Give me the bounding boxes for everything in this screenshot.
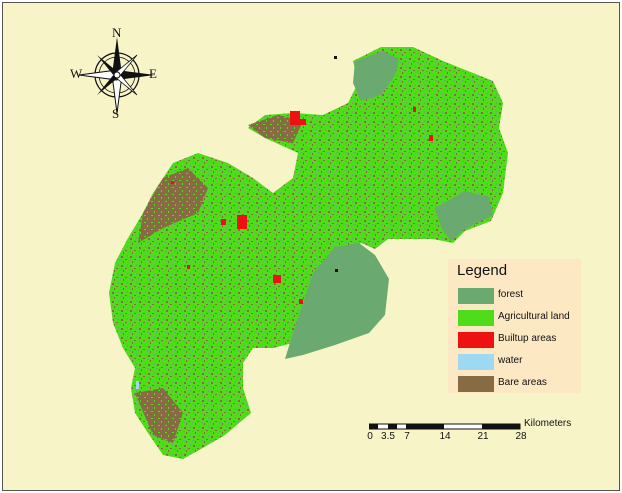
legend-item-label: Bare areas	[498, 377, 547, 388]
legend-swatch	[458, 332, 494, 348]
legend-item-label: forest	[498, 289, 524, 300]
scale-bar: Kilometers 0 3.5 7 14 21 28	[367, 418, 589, 449]
point-marker	[334, 56, 337, 59]
bare-area-south	[135, 388, 183, 443]
legend-swatch	[458, 354, 494, 370]
compass-west-label: W	[70, 66, 83, 81]
legend-swatch	[458, 310, 494, 326]
scale-tick-label: 7	[404, 431, 410, 442]
builtup-spot	[171, 181, 174, 184]
compass-north-label: N	[112, 25, 122, 40]
builtup-spot	[429, 135, 433, 141]
bare-area-west	[138, 168, 208, 243]
compass-east-label: E	[149, 66, 157, 81]
scale-tick-label: 0	[367, 431, 373, 442]
bare-area-north	[248, 115, 303, 143]
legend-item-bare: Bare areas	[458, 376, 583, 393]
builtup-spot	[237, 215, 247, 229]
legend-swatch	[458, 376, 494, 392]
legend-item-builtup: Builtup areas	[458, 332, 583, 349]
legend-item-label: Agricultural land	[498, 311, 570, 322]
builtup-spot	[290, 111, 300, 125]
water-spot	[136, 381, 139, 389]
legend-item-label: water	[498, 355, 523, 366]
builtup-spot	[221, 219, 226, 225]
builtup-spot	[273, 275, 281, 283]
study-area	[109, 47, 508, 459]
legend-item-label: Builtup areas	[498, 333, 557, 344]
builtup-spot	[300, 119, 306, 125]
map-legend: Legend forest Agricultural land Builtup …	[448, 259, 581, 393]
builtup-spot	[187, 265, 190, 269]
forest-patch-ne	[353, 51, 399, 101]
scale-tick-label: 3.5	[381, 431, 395, 442]
legend-item-forest: forest	[458, 288, 583, 305]
compass-south-label: S	[112, 106, 120, 121]
forest-patch-se	[285, 243, 389, 359]
builtup-spot	[299, 299, 303, 304]
scale-unit-label: Kilometers	[524, 418, 572, 429]
legend-title: Legend	[457, 262, 508, 279]
legend-item-water: water	[458, 354, 583, 371]
land-cover-map	[109, 47, 508, 459]
compass-icon	[78, 37, 155, 114]
builtup-spot	[413, 107, 416, 112]
scale-tick-label: 14	[439, 431, 451, 442]
scale-tick-label: 21	[477, 431, 489, 442]
compass-rose: N S W E	[69, 25, 165, 123]
point-marker	[335, 269, 338, 272]
scale-tick-label: 28	[515, 431, 527, 442]
legend-swatch	[458, 288, 494, 304]
legend-item-agricultural: Agricultural land	[458, 310, 583, 327]
forest-patch-e	[435, 191, 493, 241]
scale-bar-graphic	[369, 423, 521, 430]
